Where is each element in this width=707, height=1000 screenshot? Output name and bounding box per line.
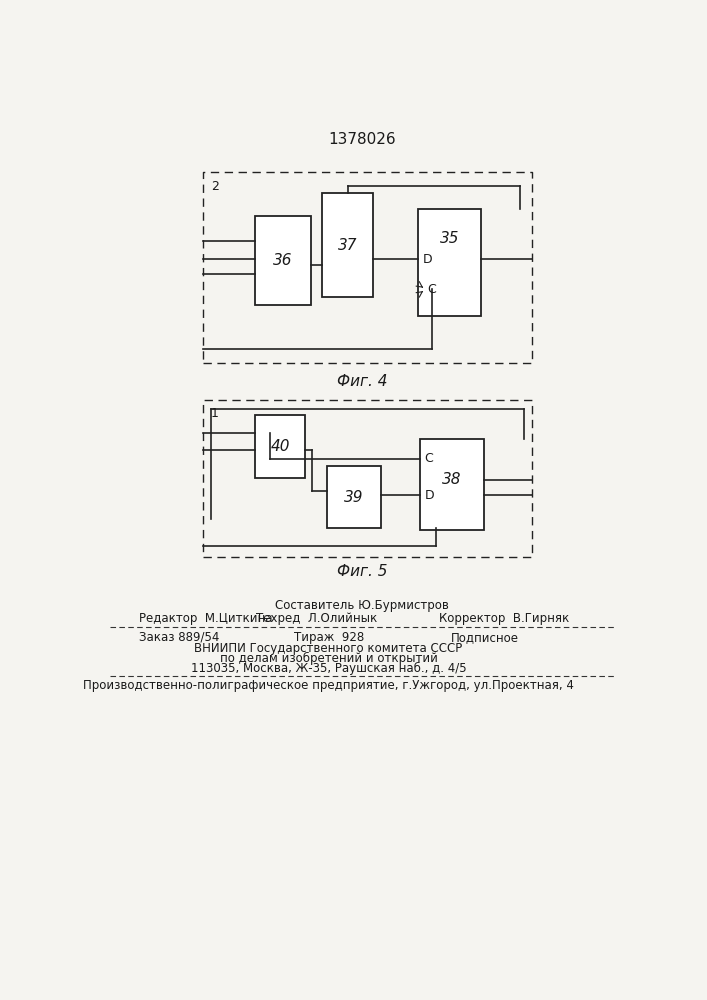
Text: Корректор  В.Гирняк: Корректор В.Гирняк <box>438 612 569 625</box>
Bar <box>420 439 484 530</box>
Text: 1: 1 <box>211 407 218 420</box>
Text: 113035, Москва, Ж-35, Раушская наб., д. 4/5: 113035, Москва, Ж-35, Раушская наб., д. … <box>191 662 467 675</box>
Text: C: C <box>425 452 433 465</box>
Text: по делам изобретений и открытий: по делам изобретений и открытий <box>220 652 438 665</box>
Text: Редактор  М.Циткина: Редактор М.Циткина <box>139 612 272 625</box>
Text: Подписное: Подписное <box>450 631 518 644</box>
Text: 35: 35 <box>440 231 460 246</box>
Text: Производственно-полиграфическое предприятие, г.Ужгород, ул.Проектная, 4: Производственно-полиграфическое предприя… <box>83 679 574 692</box>
Text: 38: 38 <box>442 472 462 487</box>
Bar <box>255 415 305 478</box>
Bar <box>327 466 381 528</box>
Text: Составитель Ю.Бурмистров: Составитель Ю.Бурмистров <box>275 599 449 612</box>
Text: D: D <box>425 489 434 502</box>
Text: Фиг. 4: Фиг. 4 <box>337 374 387 389</box>
Text: 36: 36 <box>273 253 293 268</box>
Text: 39: 39 <box>344 490 364 505</box>
Text: 1378026: 1378026 <box>328 132 396 147</box>
Text: Тираж  928: Тираж 928 <box>293 631 363 644</box>
Text: D: D <box>422 253 432 266</box>
Text: 37: 37 <box>338 238 357 253</box>
Text: Заказ 889/54: Заказ 889/54 <box>139 631 219 644</box>
Bar <box>418 209 481 316</box>
Text: 40: 40 <box>271 439 290 454</box>
Bar <box>255 216 311 305</box>
Text: Фиг. 5: Фиг. 5 <box>337 564 387 579</box>
Text: Техред  Л.Олийнык: Техред Л.Олийнык <box>257 612 378 625</box>
Bar <box>322 193 373 297</box>
Text: ВНИИПИ Государственного комитета СССР: ВНИИПИ Государственного комитета СССР <box>194 642 463 655</box>
Text: 2: 2 <box>211 180 218 193</box>
Text: C: C <box>427 283 436 296</box>
